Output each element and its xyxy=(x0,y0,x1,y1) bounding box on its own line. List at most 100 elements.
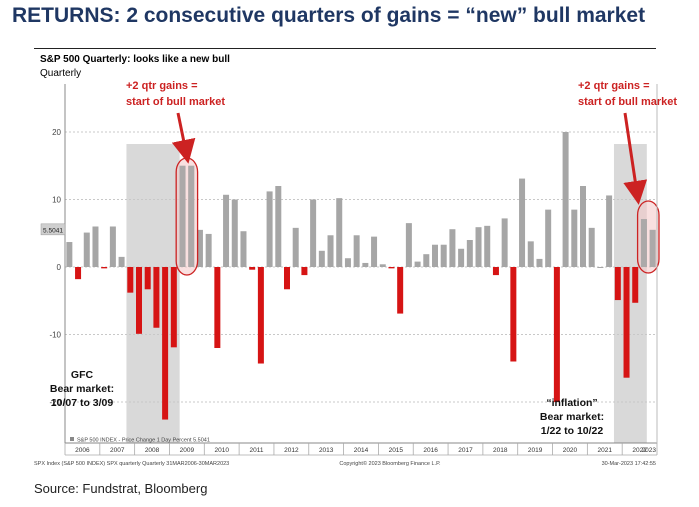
x-tick-label: 2009 xyxy=(180,447,195,454)
bar-q65 xyxy=(623,267,630,378)
bar-q5 xyxy=(101,267,108,269)
inflation-annotation-line: Bear market: xyxy=(540,411,604,423)
bar-q43 xyxy=(432,244,438,267)
bar-q3 xyxy=(83,232,90,267)
x-tick-label: 2022 xyxy=(632,447,647,454)
highlighted-bar xyxy=(640,219,647,267)
source-note: Source: Fundstrat, Bloomberg xyxy=(34,481,208,496)
bar-q39 xyxy=(397,267,404,314)
bar-q34 xyxy=(353,235,360,267)
bar-q2 xyxy=(75,267,82,280)
bull-annotation-left: +2 qtr gains = start of bull market xyxy=(126,80,225,108)
bar-q4 xyxy=(92,226,99,267)
bull-arrow-left xyxy=(171,112,196,164)
bar-q13 xyxy=(170,267,177,348)
bar-q40 xyxy=(405,223,412,267)
bar-q49 xyxy=(484,225,491,267)
bar-q29 xyxy=(310,199,317,267)
x-tick-label: 2008 xyxy=(145,447,160,454)
last-value-label: 5.5041 xyxy=(43,227,63,234)
bar-q38 xyxy=(388,267,395,269)
bar-q28 xyxy=(301,267,308,276)
highlighted-bar xyxy=(179,165,186,267)
bar-q51 xyxy=(501,218,508,267)
bar-q45 xyxy=(449,229,456,267)
x-tick-label: 2012 xyxy=(284,447,299,454)
bull-annotation-left-line: +2 qtr gains = xyxy=(126,80,198,92)
bar-q32 xyxy=(336,198,343,267)
inflation-annotation-line: “inflation” xyxy=(546,397,597,409)
bar-q57 xyxy=(553,267,560,402)
bar-q25 xyxy=(275,186,282,267)
y-tick-label: -20 xyxy=(49,398,61,407)
bar-q50 xyxy=(492,267,499,276)
highlighted-bar xyxy=(188,165,195,267)
inflation-annotation: “inflation” Bear market: 1/22 to 10/22 xyxy=(540,397,604,437)
bar-q48 xyxy=(475,227,482,267)
gfc-annotation-line: 10/07 to 3/09 xyxy=(51,397,114,409)
bar-q12 xyxy=(162,267,169,420)
bar-q58 xyxy=(562,132,569,267)
bar-q47 xyxy=(466,240,473,267)
x-tick-label: 2018 xyxy=(493,447,508,454)
bar-q6 xyxy=(109,226,116,267)
x-tick-label: 2017 xyxy=(458,447,473,454)
bar-q24 xyxy=(266,191,273,267)
bar-q61 xyxy=(588,227,595,267)
highlighted-bar xyxy=(649,229,656,267)
bar-q22 xyxy=(249,267,256,270)
bar-q27 xyxy=(292,227,299,267)
headline-rule xyxy=(34,48,656,49)
bar-q59 xyxy=(571,209,578,267)
x-tick-label: 2019 xyxy=(528,447,543,454)
bar-q8 xyxy=(127,267,134,293)
chart-title: S&P 500 Quarterly: looks like a new bull xyxy=(40,54,230,65)
last-value-tag xyxy=(40,223,66,236)
footer-left: SPX Index (S&P 500 INDEX) SPX quarterly … xyxy=(34,461,229,467)
bar-q62 xyxy=(597,267,604,268)
footer-center: Copyright© 2023 Bloomberg Finance L.P. xyxy=(339,460,441,467)
bar-q21 xyxy=(240,231,247,267)
bar-q20 xyxy=(231,199,238,267)
bar-q54 xyxy=(527,241,534,267)
bull-annotation-left-line: start of bull market xyxy=(126,96,225,108)
bar-q1 xyxy=(66,242,73,267)
y-tick-label: 0 xyxy=(57,263,62,272)
bar-q10 xyxy=(144,267,151,290)
y-tick-label: -10 xyxy=(49,331,61,340)
x-tick-label: 2014 xyxy=(354,447,369,454)
bar-q63 xyxy=(606,195,613,267)
inflation-annotation-line: 1/22 to 10/22 xyxy=(541,425,604,437)
bar-q19 xyxy=(223,194,230,267)
bull-highlight-2023 xyxy=(636,200,660,274)
legend-text: S&P 500 INDEX - Price Change 1 Day Perce… xyxy=(77,438,210,444)
bar-q64 xyxy=(614,267,621,301)
bar-q7 xyxy=(118,256,125,267)
gfc-annotation-line: Bear market: xyxy=(50,383,114,395)
bar-q52 xyxy=(510,267,517,362)
x-tick-label: 2010 xyxy=(214,447,229,454)
bar-q33 xyxy=(344,258,351,267)
bull-highlight-2009 xyxy=(175,157,199,276)
bar-q60 xyxy=(580,186,586,267)
x-tick-label: 2006 xyxy=(75,447,90,454)
bull-annotation-right: +2 qtr gains = start of bull market xyxy=(578,80,677,108)
bar-q53 xyxy=(519,178,526,267)
bar-q17 xyxy=(205,233,212,267)
bar-q35 xyxy=(362,262,369,267)
footer-right: 30-Mar-2023 17:42:55 xyxy=(602,461,656,467)
bar-q26 xyxy=(284,267,290,290)
gfc-annotation: GFC Bear market: 10/07 to 3/09 xyxy=(50,369,114,409)
bar-q56 xyxy=(545,209,552,267)
bar-q18 xyxy=(214,267,221,348)
bar-q41 xyxy=(414,261,421,267)
y-tick-label: 10 xyxy=(52,196,61,205)
y-tick-label: 20 xyxy=(52,128,61,137)
legend-swatch xyxy=(70,437,74,441)
bar-q66 xyxy=(632,267,639,303)
bar-q44 xyxy=(440,244,447,267)
bar-q23 xyxy=(257,267,264,364)
x-tick-label: 2015 xyxy=(389,447,404,454)
gfc-bear-market-shade xyxy=(126,144,180,443)
